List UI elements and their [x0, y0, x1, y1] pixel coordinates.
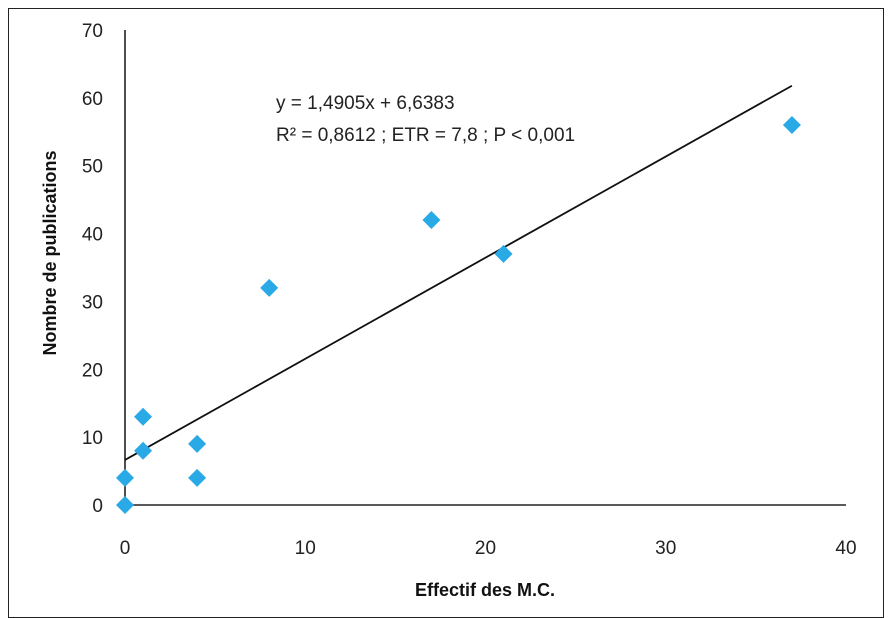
y-tick-label: 30 — [82, 292, 103, 313]
y-axis-title: Nombre de publications — [40, 150, 60, 355]
data-points — [116, 116, 801, 514]
data-point — [494, 244, 513, 263]
tick-labels: 0 10 20 30 40 0 10 20 30 40 50 60 70 — [82, 21, 857, 559]
data-point — [134, 441, 153, 460]
data-point — [188, 434, 207, 453]
y-tick-label: 20 — [82, 360, 103, 381]
x-tick-label: 30 — [655, 538, 676, 559]
data-point — [260, 278, 279, 297]
y-tick-label: 0 — [92, 496, 103, 517]
x-tick-label: 0 — [120, 538, 131, 559]
data-point — [422, 211, 441, 229]
y-tick-label: 10 — [82, 428, 103, 449]
x-tick-label: 10 — [295, 538, 316, 559]
y-tick-label: 70 — [82, 21, 103, 42]
data-point — [188, 468, 207, 487]
x-axis-title: Effectif des M.C. — [415, 580, 555, 600]
y-tick-label: 50 — [82, 157, 103, 178]
data-point — [116, 496, 134, 514]
x-tick-label: 20 — [475, 538, 496, 559]
trendline-equation: y = 1,4905x + 6,6383 — [276, 93, 455, 114]
x-tick-label: 40 — [835, 538, 856, 559]
axes — [124, 30, 846, 506]
data-point — [116, 468, 134, 487]
scatter-chart: 0 10 20 30 40 0 10 20 30 40 50 60 70 y = 1,4905x + 6… — [40, 21, 857, 600]
y-tick-label: 60 — [82, 89, 103, 110]
y-tick-label: 40 — [82, 225, 103, 246]
data-point — [782, 116, 801, 134]
chart-frame — [8, 8, 884, 618]
trendline-group — [124, 84, 793, 461]
trendline — [124, 84, 793, 461]
trendline-statistics: R² = 0,8612 ; ETR = 7,8 ; P < 0,001 — [276, 125, 575, 146]
data-point — [134, 407, 153, 426]
